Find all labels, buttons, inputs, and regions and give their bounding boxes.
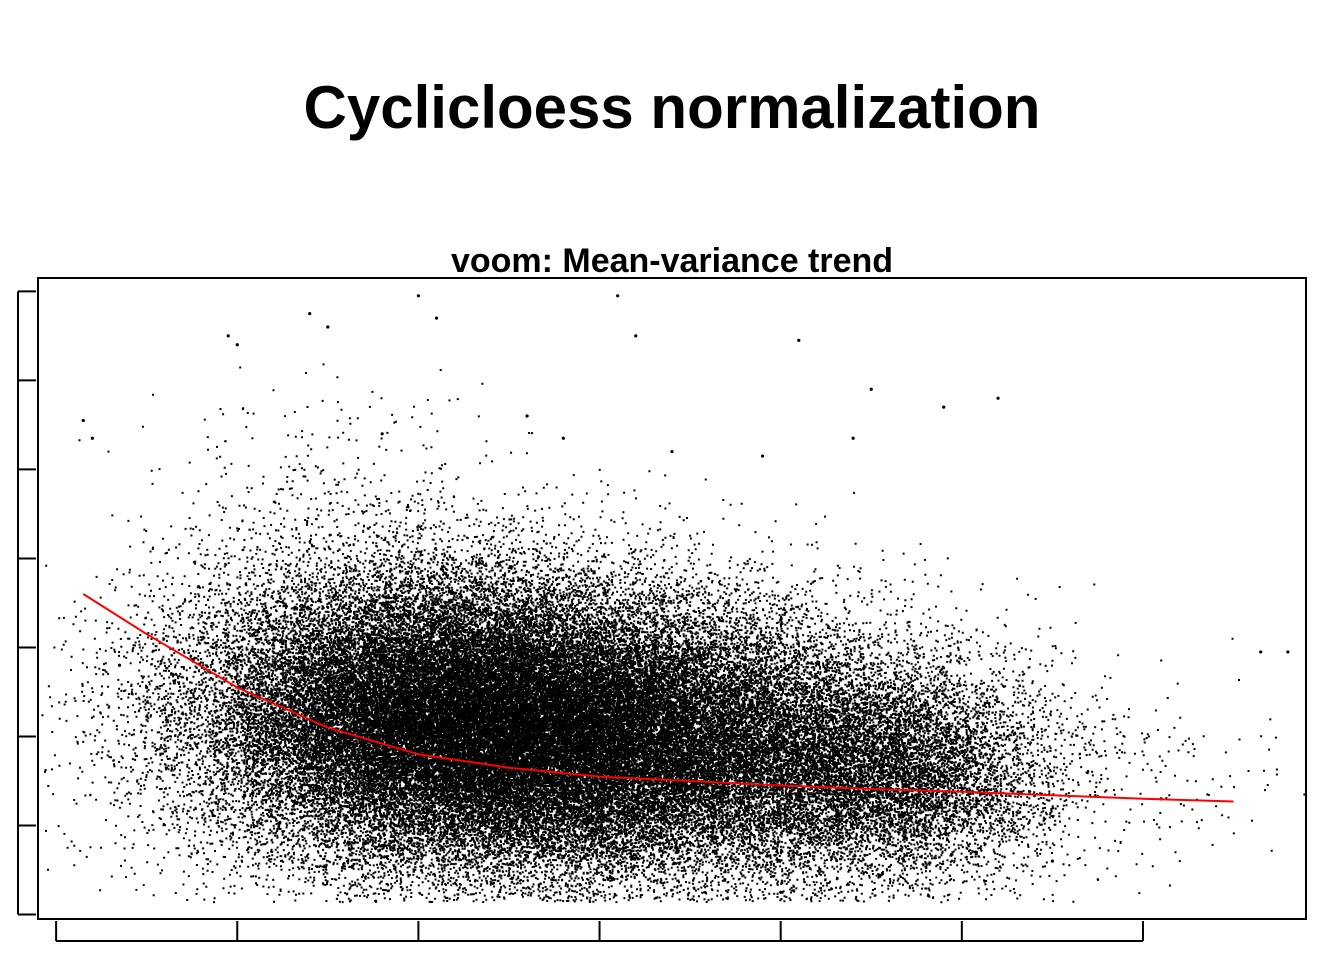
scatter-point [779, 890, 783, 894]
scatter-point [1286, 650, 1290, 654]
scatter-point [81, 418, 85, 423]
scatter-point [326, 325, 330, 329]
scatter-point [561, 436, 565, 440]
scatter-point [525, 414, 529, 418]
scatter-point [90, 436, 94, 440]
scatter-point [1050, 859, 1054, 863]
scatter-point [634, 334, 638, 338]
scatter-point [308, 312, 312, 316]
scatter-point [996, 396, 1000, 400]
scatter-point [416, 294, 420, 298]
scatter-point [942, 405, 946, 409]
plot-frame [37, 277, 1307, 920]
scatter-cloud [41, 363, 1306, 904]
page-title: Cyclicloess normalization [303, 74, 1041, 141]
scatter-point [616, 294, 620, 298]
trend-line-group [82, 593, 1234, 803]
scatter-point [145, 685, 149, 690]
axes [17, 290, 1144, 942]
trend-line [82, 593, 1234, 803]
scatter-point [760, 454, 765, 458]
scatter-point [434, 316, 439, 320]
scatter-point [117, 663, 122, 667]
scatter-point [226, 334, 230, 338]
scatter-point [670, 450, 674, 454]
scatter-point [1259, 650, 1263, 654]
scatter-points [41, 294, 1306, 904]
scatter-point [869, 387, 873, 391]
scatter-point [851, 436, 855, 440]
scatter-point [797, 338, 801, 342]
chart-title: voom: Mean-variance trend [451, 242, 893, 280]
scatter-point [235, 343, 239, 347]
scatter-point [380, 432, 384, 436]
scatter-point [163, 708, 167, 712]
